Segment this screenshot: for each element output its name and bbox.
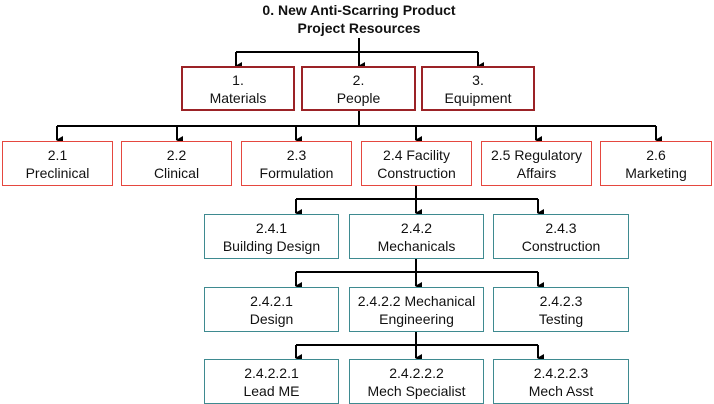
node-number: 2.4.2.2.3	[533, 364, 589, 381]
node-label: Construction	[521, 237, 601, 254]
connector-2-4-2	[296, 258, 538, 273]
connector-root	[236, 38, 478, 53]
node-number: 2.	[352, 71, 365, 88]
node-label: Building Design	[222, 237, 321, 254]
node-preclinical[interactable]: 2.1 Preclinical	[2, 141, 113, 186]
node-label: Design	[249, 310, 294, 327]
node-testing[interactable]: 2.4.2.3 Testing	[493, 287, 629, 332]
node-facility-construction[interactable]: 2.4 Facility Construction	[361, 141, 472, 186]
node-marketing[interactable]: 2.6 Marketing	[600, 141, 712, 186]
node-label: Preclinical	[25, 164, 90, 181]
node-number: 2.1	[47, 146, 68, 163]
node-label: Affairs	[516, 164, 557, 181]
node-label: Mech Specialist	[367, 382, 466, 399]
node-mechanicals[interactable]: 2.4.2 Mechanicals	[349, 214, 484, 259]
node-number: 2.4.2.2.1	[244, 364, 299, 381]
root-title: 0. New Anti-Scarring Product Project Res…	[209, 1, 509, 37]
node-label: Equipment	[444, 89, 512, 106]
connector-people	[57, 111, 656, 127]
node-label: Construction	[377, 164, 456, 181]
title-line2: Project Resources	[297, 20, 421, 36]
node-construction[interactable]: 2.4.3 Construction	[493, 214, 629, 259]
node-label: People	[336, 89, 381, 106]
node-formulation[interactable]: 2.3 Formulation	[241, 141, 352, 186]
node-number: 2.4.2.2.2	[389, 364, 444, 381]
node-label: Mechanicals	[377, 237, 456, 254]
node-number: 2.4.1	[255, 219, 288, 236]
node-number: 2.4 Facility	[383, 146, 450, 163]
node-number: 2.5 Regulatory	[490, 146, 583, 163]
node-number: 1.	[232, 71, 244, 88]
node-mech-asst[interactable]: 2.4.2.2.3 Mech Asst	[493, 359, 629, 404]
node-number: 2.2	[166, 146, 187, 163]
node-regulatory-affairs[interactable]: 2.5 Regulatory Affairs	[481, 141, 592, 186]
node-number: 2.4.2.2 Mechanical	[357, 292, 476, 309]
node-clinical[interactable]: 2.2 Clinical	[121, 141, 232, 186]
node-label: Engineering	[379, 310, 454, 327]
node-mech-specialist[interactable]: 2.4.2.2.2 Mech Specialist	[349, 359, 484, 404]
node-label: Materials	[209, 89, 267, 106]
node-people[interactable]: 2. People	[301, 66, 416, 111]
node-building-design[interactable]: 2.4.1 Building Design	[204, 214, 339, 259]
node-label: Clinical	[153, 164, 200, 181]
connector-2-4	[296, 185, 538, 200]
node-number: 2.4.2.1	[250, 292, 293, 309]
title-line1: 0. New Anti-Scarring Product	[262, 2, 456, 18]
node-equipment[interactable]: 3. Equipment	[421, 66, 535, 111]
node-lead-me[interactable]: 2.4.2.2.1 Lead ME	[204, 359, 339, 404]
node-number: 2.6	[646, 146, 666, 163]
node-number: 2.4.2	[400, 219, 433, 236]
node-label: Marketing	[625, 164, 687, 181]
node-number: 2.3	[286, 146, 307, 163]
node-number: 3.	[472, 71, 484, 88]
node-label: Formulation	[259, 164, 334, 181]
node-design[interactable]: 2.4.2.1 Design	[204, 287, 339, 332]
connector-2-4-2-2	[296, 331, 538, 346]
node-label: Mech Asst	[528, 382, 594, 399]
node-number: 2.4.3	[545, 219, 577, 236]
node-materials[interactable]: 1. Materials	[181, 66, 295, 111]
node-label: Lead ME	[243, 382, 300, 399]
node-mechanical-engineering[interactable]: 2.4.2.2 Mechanical Engineering	[349, 287, 484, 332]
node-number: 2.4.2.3	[539, 292, 583, 309]
node-label: Testing	[538, 310, 584, 327]
